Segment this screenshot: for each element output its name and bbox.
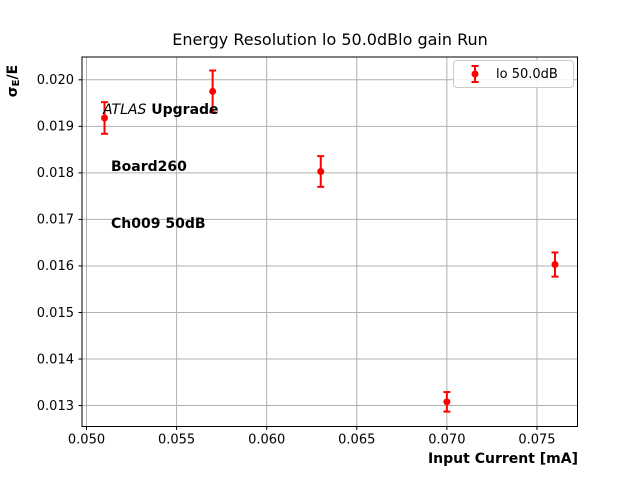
y-axis-label: σE/E — [5, 46, 23, 116]
data-point — [551, 261, 559, 269]
ylabel-sigma: σ — [5, 86, 21, 98]
ylabel-subscript: E — [11, 79, 22, 87]
y-tick-label: 0.014 — [37, 352, 74, 367]
x-tick-label: 0.050 — [68, 433, 105, 448]
x-tick-label: 0.075 — [518, 433, 555, 448]
y-tick-label: 0.015 — [37, 306, 74, 321]
atlas-text: ATLAS — [103, 102, 147, 118]
data-point — [443, 398, 451, 406]
x-axis-label: Input Current [mA] — [427, 451, 578, 467]
y-tick-label: 0.013 — [37, 399, 74, 414]
legend: lo 50.0dB — [453, 60, 574, 88]
y-tick-label: 0.020 — [37, 73, 74, 88]
annotation-line-atlas: ATLAS Upgrade — [103, 101, 219, 120]
upgrade-text: Upgrade — [146, 102, 219, 118]
data-point — [317, 167, 325, 175]
y-tick-label: 0.019 — [37, 120, 74, 135]
annotation-line-board: Board260 — [111, 159, 187, 175]
data-point — [209, 87, 217, 95]
y-tick-label: 0.017 — [37, 213, 74, 228]
plot-frame — [81, 56, 578, 427]
x-tick-label: 0.065 — [338, 433, 375, 448]
y-tick-label: 0.016 — [37, 259, 74, 274]
y-tick-label: 0.018 — [37, 166, 74, 181]
annotation-block: ATLAS Upgrade Board260 Ch009 50dB — [103, 63, 219, 272]
annotation-line-channel: Ch009 50dB — [111, 216, 206, 232]
x-tick-label: 0.060 — [248, 433, 285, 448]
x-tick-label: 0.055 — [158, 433, 195, 448]
ylabel-suffix: /E — [5, 64, 21, 80]
legend-label: lo 50.0dB — [496, 66, 558, 82]
legend-marker-dot — [471, 70, 479, 78]
data-point — [101, 114, 109, 122]
x-tick-label: 0.070 — [428, 433, 465, 448]
legend-errorbar-icon — [471, 65, 479, 83]
chart-title: Energy Resolution lo 50.0dBlo gain Run — [172, 30, 488, 49]
